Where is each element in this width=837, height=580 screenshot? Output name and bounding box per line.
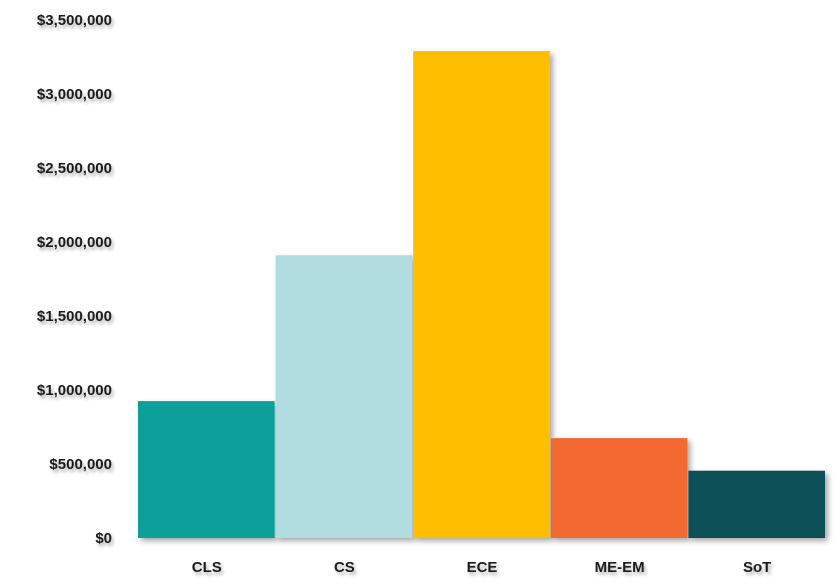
y-tick-label: $3,000,000 bbox=[37, 86, 112, 103]
y-tick-label: $3,500,000 bbox=[37, 12, 112, 29]
bar-cls bbox=[138, 401, 275, 538]
bar-cs bbox=[275, 255, 413, 539]
bar-ece bbox=[413, 51, 550, 538]
x-axis: CLS CS ECE ME-EM SoT bbox=[192, 559, 772, 576]
y-tick-label: $2,000,000 bbox=[37, 234, 112, 251]
x-tick-label: CLS bbox=[192, 559, 222, 576]
y-axis: $0 $500,000 $1,000,000 $1,500,000 $2,000,000… bbox=[37, 12, 112, 547]
bar-me-em bbox=[550, 438, 688, 538]
y-tick-label: $1,000,000 bbox=[37, 382, 112, 399]
x-tick-label: CS bbox=[334, 559, 355, 576]
y-tick-label: $500,000 bbox=[49, 456, 112, 473]
y-tick-label: $1,500,000 bbox=[37, 308, 112, 325]
x-tick-label: SoT bbox=[743, 559, 771, 576]
x-tick-label: ME-EM bbox=[595, 559, 645, 576]
bar-sot bbox=[688, 470, 825, 538]
y-tick-label: $0 bbox=[95, 530, 112, 547]
x-tick-label: ECE bbox=[467, 559, 498, 576]
y-tick-label: $2,500,000 bbox=[37, 160, 112, 177]
bars bbox=[138, 51, 825, 539]
